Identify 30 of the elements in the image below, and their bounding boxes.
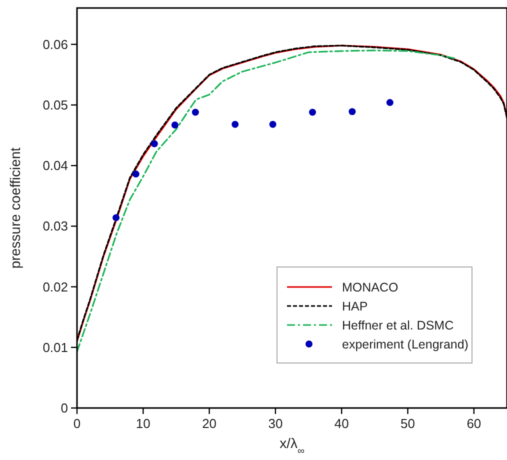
- y-tick-label: 0.05: [42, 98, 68, 113]
- x-tick-label: 40: [334, 416, 349, 431]
- x-tick-label: 10: [136, 416, 150, 431]
- x-tick-label: 50: [400, 416, 416, 431]
- point: [348, 108, 356, 116]
- y-tick-label: 0.06: [42, 36, 68, 52]
- point: [132, 170, 140, 178]
- point: [150, 140, 158, 148]
- y-tick-label: 0.04: [42, 158, 68, 174]
- x-tick-label: 0: [73, 416, 81, 431]
- legend-label: MONACO: [342, 280, 399, 294]
- y-tick-label: 0.01: [42, 340, 68, 355]
- point: [112, 214, 120, 222]
- point: [171, 121, 178, 128]
- y-axis-title: pressure coefficient: [7, 147, 23, 269]
- y-tick-label: 0.03: [42, 218, 68, 234]
- point: [386, 99, 394, 106]
- point: [232, 120, 239, 128]
- y-tick-label: 0.02: [42, 279, 68, 294]
- point: [192, 108, 199, 116]
- x-tick-label: 20: [202, 416, 217, 431]
- y-tick-label: 0: [60, 400, 68, 416]
- legend-label: experiment (Lengrand): [342, 337, 468, 352]
- legend-label: Heffner et al. DSMC: [342, 318, 454, 332]
- legend-label: HAP: [342, 299, 368, 314]
- point: [269, 120, 276, 128]
- point: [309, 108, 316, 116]
- x-tick-label: 30: [268, 416, 283, 431]
- x-tick-label: 60: [466, 416, 482, 431]
- x-axis-title: x/λ$_{∞}$: [280, 435, 304, 456]
